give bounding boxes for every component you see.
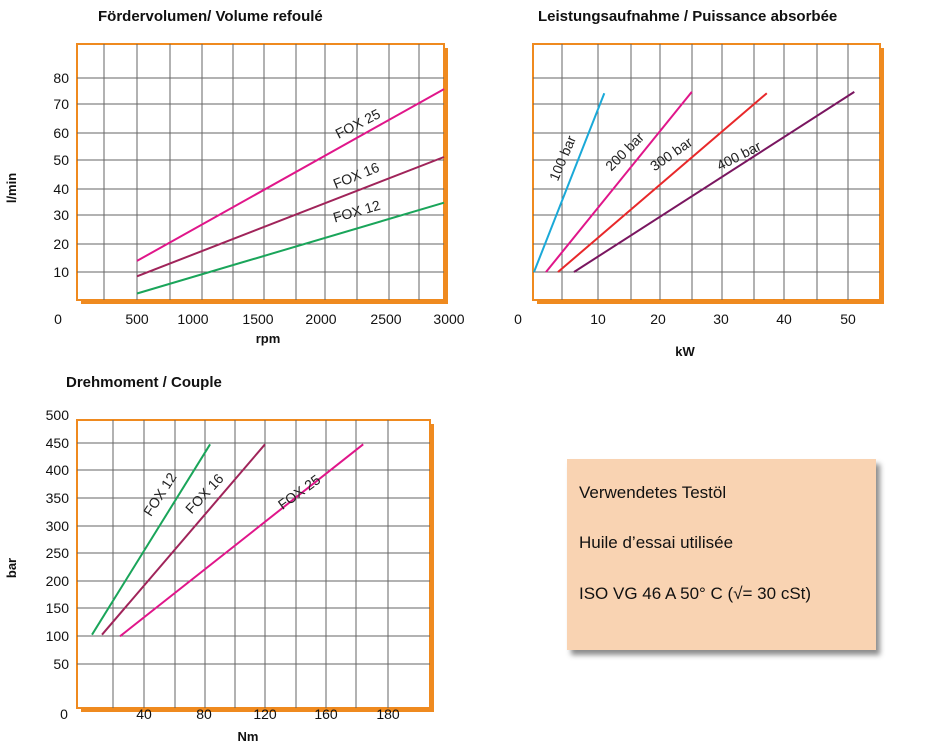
volume-y-tick-label: 40 <box>53 181 69 197</box>
note-line-test-oil-de: Verwendetes Testöl <box>579 483 727 502</box>
note-line-oil-spec: ISO VG 46 A 50° C (√= 30 cSt) <box>579 584 812 603</box>
power-series-line-200-bar <box>545 91 693 273</box>
torque-y-tick-label: 200 <box>46 573 70 589</box>
volume-x-tick-label: 1500 <box>242 311 273 327</box>
torque-y-tick-label: 350 <box>46 490 70 506</box>
torque-y-tick-label: 100 <box>46 628 70 644</box>
torque-y-tick-label: 500 <box>46 407 70 423</box>
volume-y-tick-label: 80 <box>53 70 69 86</box>
power-x-tick-label: 0 <box>514 311 522 327</box>
power-x-tick-label: 10 <box>590 311 606 327</box>
torque-y-tick-label: 50 <box>53 656 69 672</box>
volume-x-tick-label: 500 <box>125 311 149 327</box>
volume-x-tick-label: 2000 <box>305 311 336 327</box>
torque-x-tick-label: 0 <box>60 706 68 722</box>
volume-y-tick-label: 20 <box>53 236 69 252</box>
torque-x-tick-label: 160 <box>314 706 338 722</box>
volume-x-tick-label: 1000 <box>177 311 208 327</box>
power-chart: Leistungsaufnahme / Puissance absorbée 0 1… <box>514 8 884 359</box>
power-x-tick-label: 50 <box>840 311 856 327</box>
volume-y-tick-label: 70 <box>53 96 69 112</box>
torque-x-tick-label: 80 <box>196 706 212 722</box>
volume-y-axis-label: l/min <box>4 173 19 203</box>
volume-y-tick-label: 10 <box>53 264 69 280</box>
note-line-test-oil-fr: Huile d’essai utilisée <box>579 533 734 552</box>
torque-plot-area <box>76 419 431 709</box>
volume-chart: Fördervolumen/ Volume refoulé 0 500 1000 150… <box>4 8 465 346</box>
torque-title: Drehmoment / Couple <box>66 374 222 391</box>
torque-y-tick-label: 250 <box>46 545 70 561</box>
power-x-tick-label: 30 <box>713 311 729 327</box>
torque-series-line-fox-16 <box>101 443 266 636</box>
power-plot-area <box>532 43 881 301</box>
volume-series-line-fox-12 <box>136 201 445 295</box>
power-x-tick-label: 40 <box>776 311 792 327</box>
torque-series-line-fox-12 <box>91 443 211 636</box>
torque-y-axis-label: bar <box>4 558 19 578</box>
volume-x-tick-label: 0 <box>54 311 62 327</box>
torque-series-line-fox-25 <box>119 443 364 638</box>
volume-y-tick-label: 50 <box>53 152 69 168</box>
torque-y-tick-label: 450 <box>46 435 70 451</box>
torque-x-tick-label: 40 <box>136 706 152 722</box>
volume-x-tick-label: 3000 <box>433 311 464 327</box>
torque-x-axis-label: Nm <box>238 729 259 744</box>
power-series-line-300-bar <box>557 92 768 273</box>
volume-title: Fördervolumen/ Volume refoulé <box>98 8 323 25</box>
volume-x-tick-label: 2500 <box>370 311 401 327</box>
volume-series-line-fox-25 <box>136 88 445 262</box>
torque-chart: Drehmoment / Couple 0 40 80 120 160 180 50 100 15… <box>4 374 434 744</box>
power-series-line-400-bar <box>573 91 855 273</box>
power-series-line-100-bar <box>533 92 606 273</box>
torque-x-tick-label: 120 <box>253 706 277 722</box>
volume-y-tick-label: 30 <box>53 207 69 223</box>
torque-y-tick-label: 150 <box>46 600 70 616</box>
volume-y-tick-label: 60 <box>53 125 69 141</box>
torque-x-tick-label: 180 <box>376 706 400 722</box>
volume-x-axis-label: rpm <box>256 331 281 346</box>
power-title: Leistungsaufnahme / Puissance absorbée <box>538 8 837 25</box>
volume-series-line-fox-16 <box>136 156 445 278</box>
power-x-axis-label: kW <box>675 344 695 359</box>
test-oil-note: Verwendetes Testöl Huile d’essai utilisé… <box>567 459 876 650</box>
power-x-tick-label: 20 <box>650 311 666 327</box>
torque-y-tick-label: 300 <box>46 518 70 534</box>
torque-y-tick-label: 400 <box>46 462 70 478</box>
